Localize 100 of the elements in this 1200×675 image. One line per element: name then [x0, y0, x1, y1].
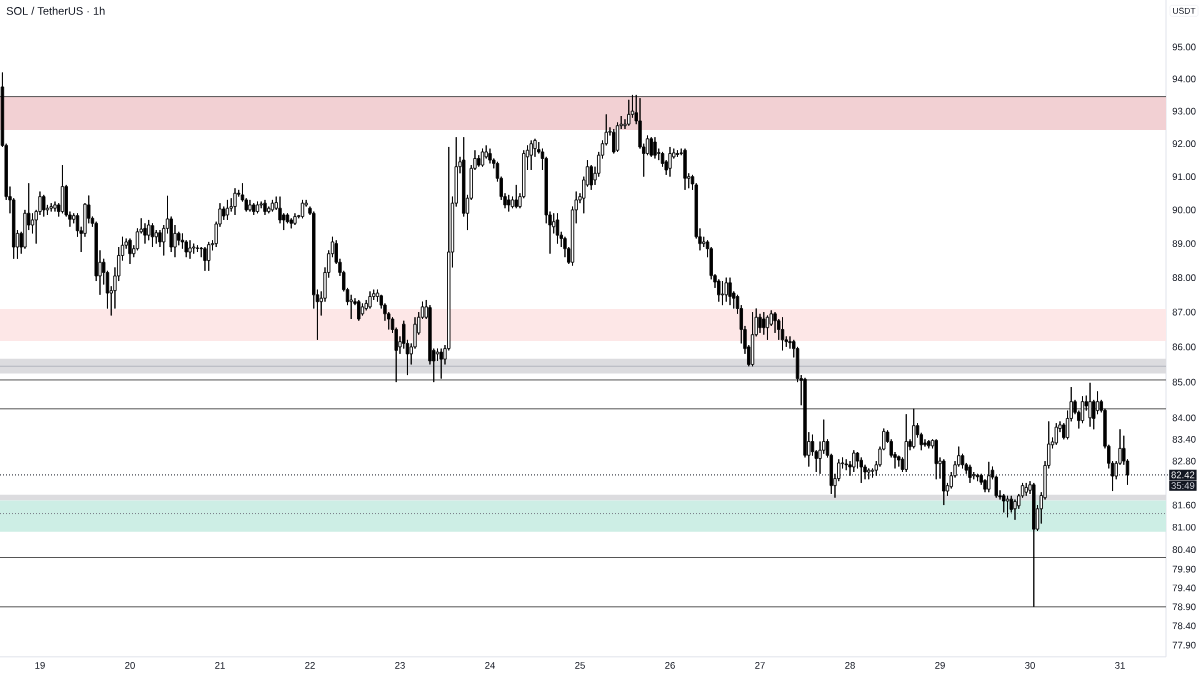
- candlestick: [480, 148, 485, 168]
- candlestick: [1002, 493, 1006, 513]
- x-tick-label: 25: [575, 662, 585, 669]
- candlestick: [717, 278, 721, 303]
- y-tick-label: 83.40: [1172, 435, 1196, 443]
- y-tick-label: 81.60: [1172, 501, 1196, 509]
- x-tick-label: 21: [215, 662, 225, 669]
- y-tick-label: 92.00: [1172, 140, 1196, 148]
- candlestick: [653, 136, 657, 159]
- candlestick: [225, 199, 230, 221]
- y-tick-label: 84.00: [1172, 414, 1196, 422]
- y-tick-label: 89.00: [1172, 240, 1196, 247]
- candlestick: [912, 408, 916, 449]
- y-tick-label: 78.90: [1172, 603, 1196, 611]
- y-tick-label: 79.40: [1172, 584, 1196, 592]
- candlestick: [357, 299, 361, 322]
- y-axis-title: USDT: [1173, 7, 1196, 14]
- candlestick: [191, 243, 196, 255]
- candlestick: [255, 201, 260, 214]
- candlestick: [143, 222, 147, 245]
- candlestick: [867, 467, 871, 480]
- y-tick-label: 90.00: [1172, 206, 1196, 214]
- y-tick-label: 79.90: [1172, 565, 1196, 573]
- y-tick-label: 87.00: [1172, 308, 1196, 316]
- x-tick-label: 29: [935, 662, 945, 669]
- candlestick: [758, 313, 762, 334]
- candlestick: [207, 241, 211, 272]
- candlestick: [514, 184, 518, 209]
- y-tick-label: 91.00: [1172, 173, 1196, 181]
- candlestick: [975, 473, 980, 482]
- candlestick: [289, 217, 293, 229]
- candlestick: [1024, 482, 1028, 497]
- text: SOL / TetherUS · 1h: [6, 6, 105, 15]
- candlestick: [188, 239, 192, 260]
- candlestick: [368, 290, 372, 309]
- candlestick: [724, 277, 728, 303]
- y-tick-label: 86.00: [1172, 343, 1196, 351]
- candlestick: [780, 316, 785, 351]
- candlestick: [968, 464, 972, 484]
- candlestick: [263, 199, 267, 216]
- candlestick: [649, 136, 653, 158]
- candlestick: [293, 212, 297, 226]
- candlestick: [49, 202, 53, 212]
- candlestick: [439, 348, 443, 380]
- y-tick-label: 95.00: [1172, 43, 1196, 51]
- candlestick: [529, 139, 533, 171]
- x-tick-label: 31: [1115, 662, 1125, 669]
- y-tick-label: 81.00: [1172, 523, 1196, 531]
- candlestick: [252, 202, 256, 216]
- y-tick-label: 78.40: [1172, 622, 1196, 630]
- candlestick: [668, 146, 672, 178]
- candlestick: [897, 455, 901, 468]
- x-tick-label: 22: [305, 662, 315, 669]
- x-tick-label: 24: [485, 662, 495, 669]
- candlestick: [507, 194, 511, 212]
- candlestick: [927, 439, 931, 449]
- candlestick: [859, 456, 863, 484]
- candlestick: [934, 438, 938, 480]
- candlestick: [1032, 482, 1036, 608]
- candlestick: [675, 149, 680, 158]
- candlestick: [904, 413, 908, 473]
- candlestick: [1054, 422, 1058, 446]
- x-tick-label: 26: [665, 662, 675, 669]
- y-tick-label: 94.00: [1172, 75, 1196, 83]
- y-tick-label: 82.80: [1172, 457, 1196, 465]
- candlestick: [728, 277, 732, 306]
- candlestick: [270, 199, 275, 212]
- x-tick-label: 30: [1025, 662, 1035, 669]
- candlestick: [762, 311, 766, 336]
- x-tick-label: 23: [395, 662, 405, 669]
- candlestick: [128, 238, 132, 265]
- candlestick: [589, 164, 593, 191]
- candlestick: [233, 187, 237, 216]
- x-tick-label: 27: [755, 662, 765, 669]
- candlestick: [987, 461, 991, 493]
- y-tick-label: 80.40: [1172, 546, 1196, 554]
- candlestick: [942, 458, 946, 506]
- candlestick: [195, 244, 200, 253]
- text: 35:49: [1171, 482, 1195, 489]
- candlestick: [203, 246, 207, 272]
- candlestick: [627, 99, 631, 127]
- candlestick: [683, 148, 687, 191]
- candlestick: [248, 199, 252, 212]
- y-tick-label: 93.00: [1172, 107, 1196, 115]
- x-tick-label: 19: [35, 662, 45, 669]
- candlestick: [42, 194, 46, 217]
- candlestick: [852, 449, 856, 473]
- candlestick: [750, 311, 755, 367]
- candlestick: [1088, 382, 1092, 428]
- x-tick-label: 20: [125, 662, 135, 669]
- candlestick: [488, 148, 492, 164]
- candlestick: [555, 212, 560, 245]
- ref-line-label: 82.42: [1171, 471, 1195, 479]
- y-tick-label: 77.90: [1172, 641, 1196, 649]
- candlestick: [1005, 495, 1010, 518]
- candlestick: [720, 280, 725, 306]
- candlestick: [150, 222, 155, 248]
- x-tick-label: 28: [845, 662, 855, 669]
- candlestick: [60, 164, 65, 214]
- y-tick-label: 88.00: [1172, 274, 1196, 281]
